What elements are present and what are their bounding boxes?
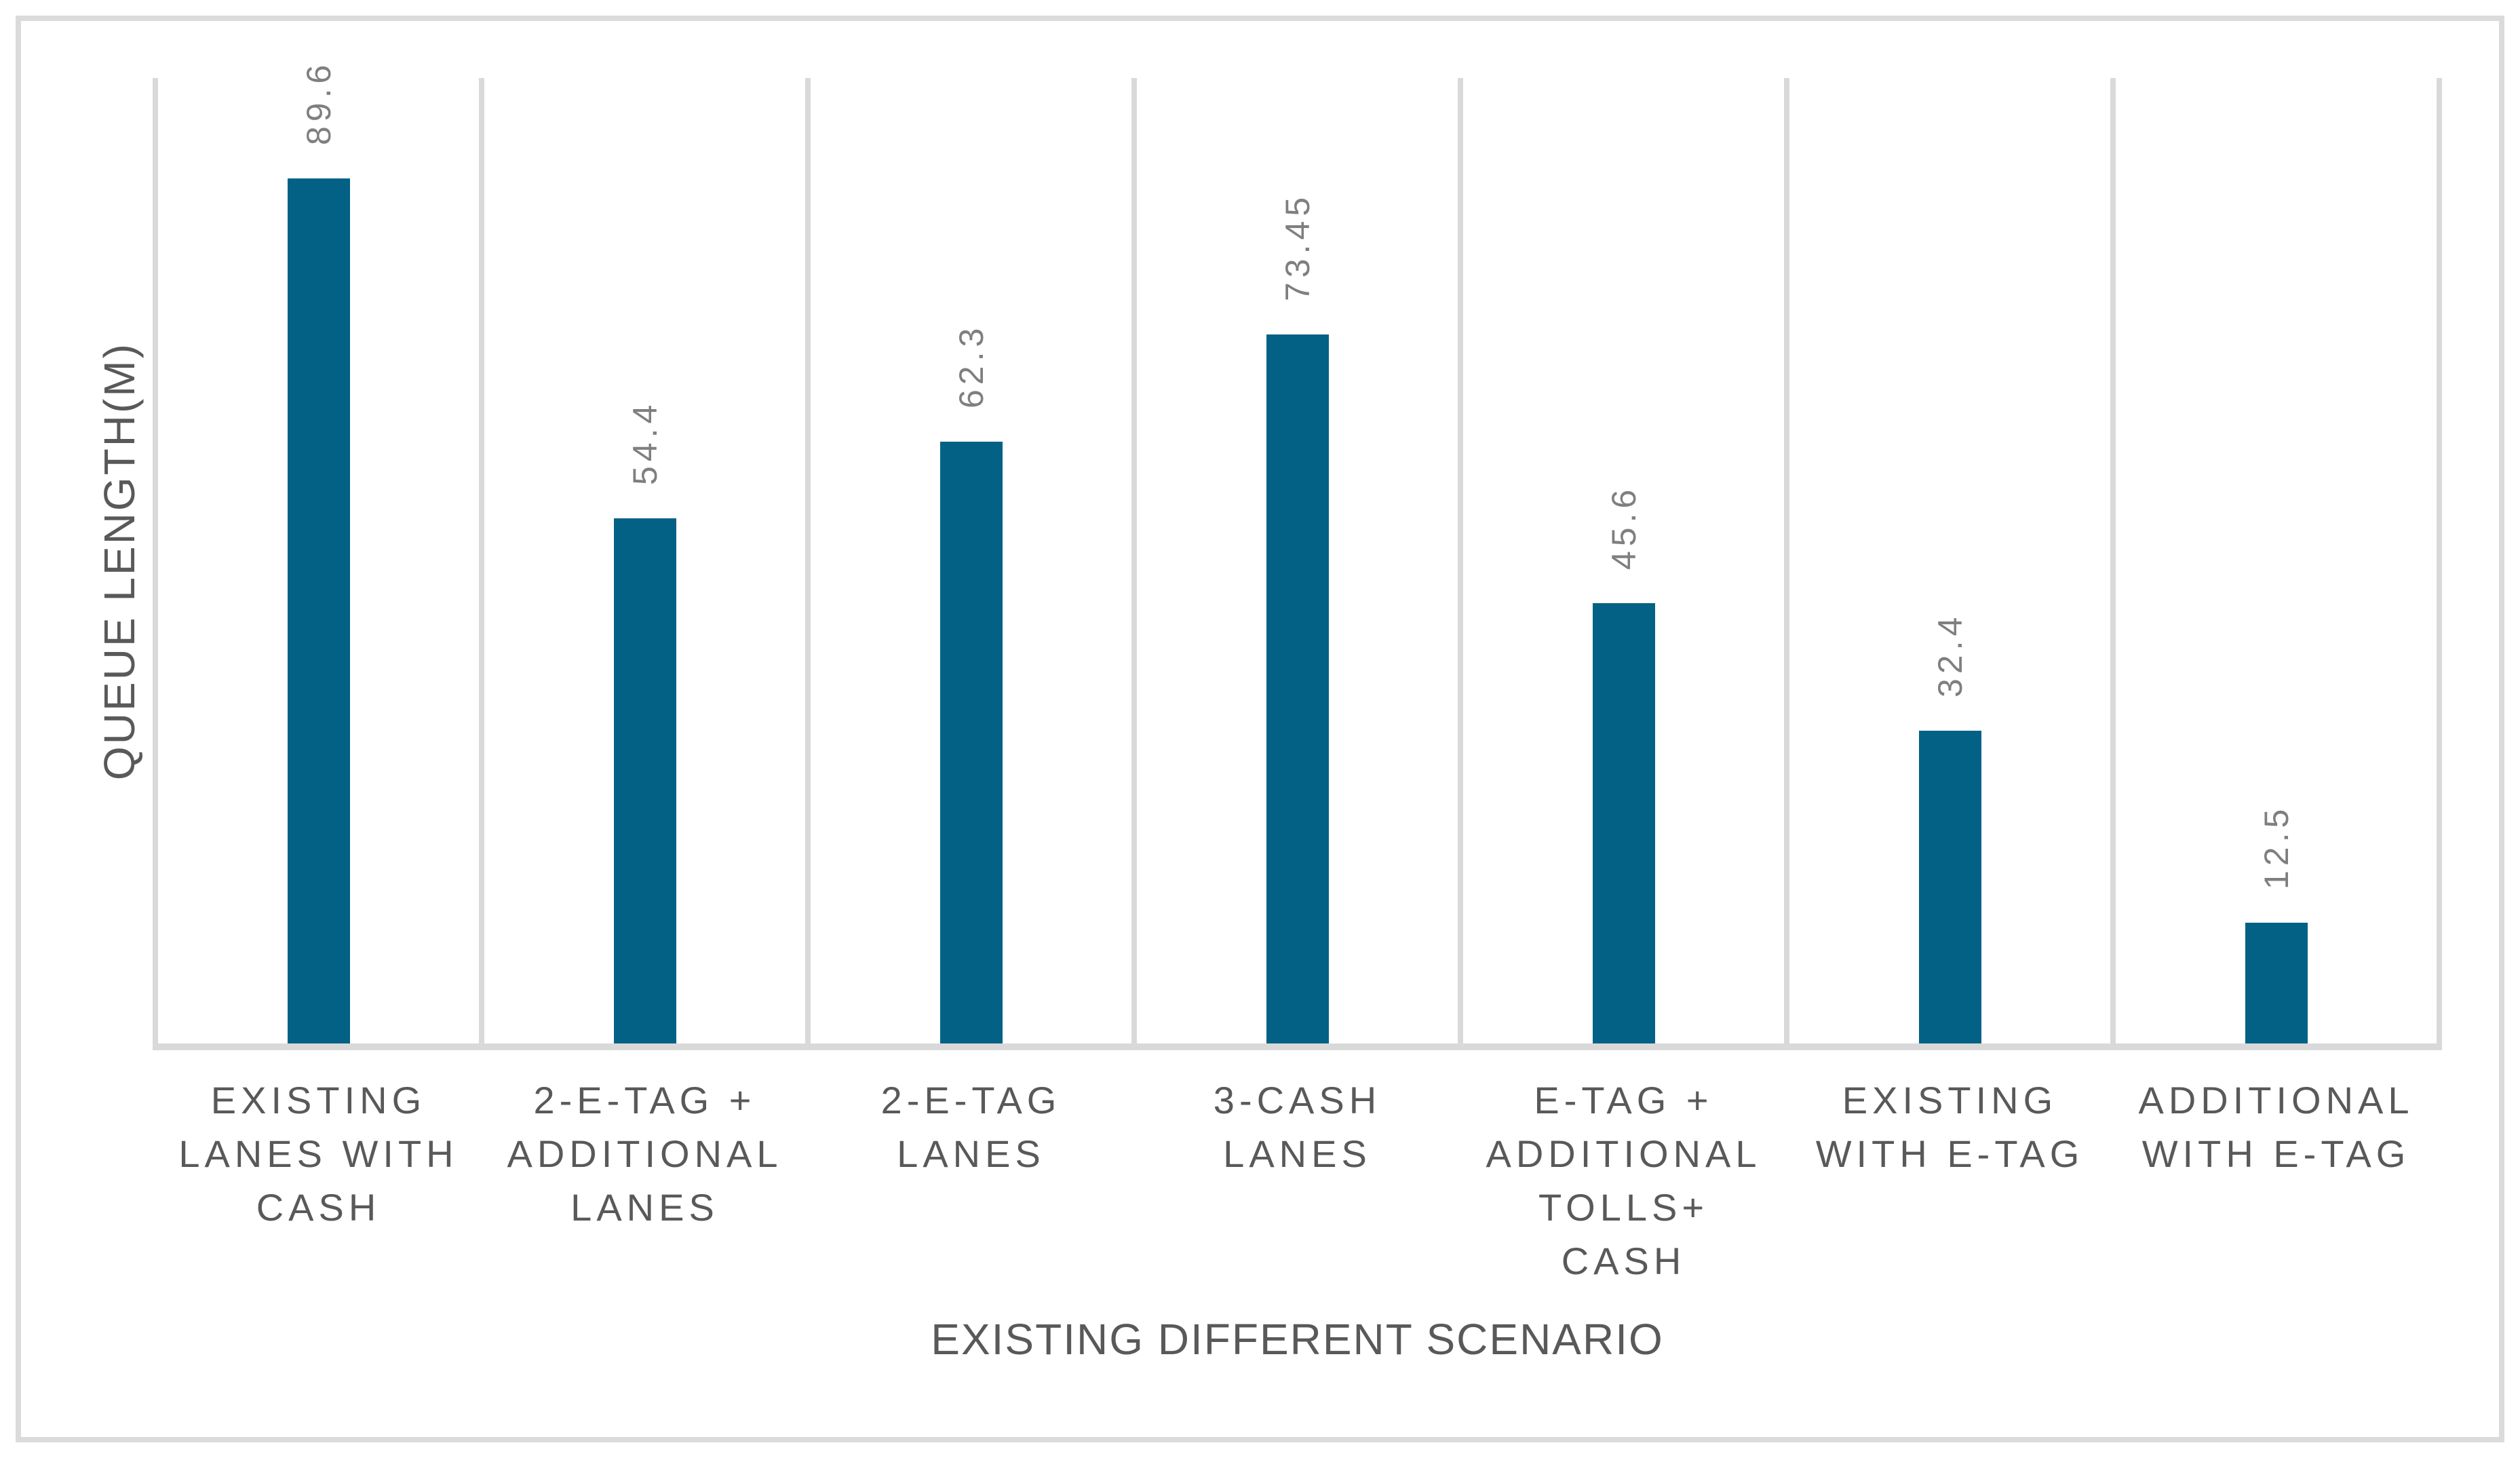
bar (1918, 731, 1981, 1043)
category-gridline (1131, 78, 1137, 1043)
bar-value-label: 89.6 (299, 60, 338, 145)
category-axis-label: E-TAG + ADDITIONAL TOLLS+ CASH (1486, 1079, 1762, 1282)
bar (1592, 603, 1655, 1043)
category-gridline (1784, 78, 1789, 1043)
bar-value-label: 45.6 (1604, 484, 1643, 570)
category-axis-label: EXISTING LANES WITH CASH (178, 1079, 459, 1229)
bar-value-label: 54.4 (625, 400, 664, 485)
category-axis-label: 2-E-TAG LANES (880, 1079, 1062, 1175)
bar (2245, 923, 2308, 1043)
category-gridline (805, 78, 811, 1043)
bar-value-label: 32.4 (1931, 612, 1969, 697)
category-gridline (479, 78, 484, 1043)
bar (939, 442, 1003, 1043)
bar-value-label: 73.45 (1278, 192, 1317, 301)
category-axis-label: 3-CASH LANES (1213, 1079, 1382, 1175)
category-gridline (2110, 78, 2116, 1043)
chart-outer-border (16, 16, 2504, 1442)
bar-value-label: 62.3 (952, 323, 990, 408)
category-gridline (153, 78, 158, 1043)
category-axis-label: 2-E-TAG + ADDITIONAL LANES (507, 1079, 783, 1229)
category-axis-label: ADDITIONAL WITH E-TAG (2138, 1079, 2414, 1175)
bar (1266, 334, 1329, 1043)
bar (613, 518, 676, 1043)
bar-value-label: 12.5 (2257, 804, 2295, 889)
x-axis-title: EXISTING DIFFERENT SCENARIO (931, 1315, 1664, 1364)
x-axis-line (153, 1043, 2442, 1050)
category-gridline (2437, 78, 2442, 1043)
category-axis-label: EXISTING WITH E-TAG (1815, 1079, 2085, 1175)
y-axis-title: QUEUE LENGTH(M) (95, 342, 144, 780)
bar (287, 178, 350, 1043)
category-gridline (1458, 78, 1463, 1043)
